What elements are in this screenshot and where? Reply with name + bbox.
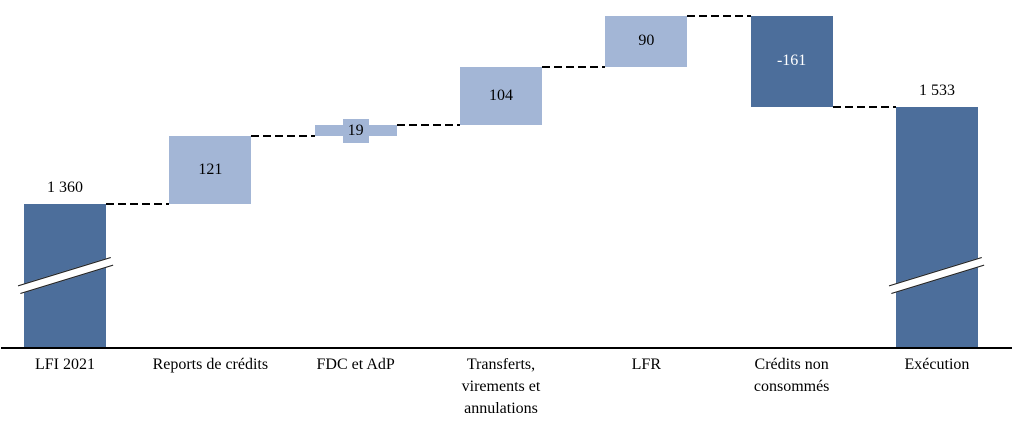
bar-value-label-execution: 1 533	[918, 81, 955, 99]
connector-dash-3	[541, 65, 606, 68]
category-label-credits-non-consommes: Crédits non consommés	[753, 356, 830, 395]
bar-transferts-virements-annulations	[459, 66, 542, 126]
category-label-lfi-2021: LFI 2021	[35, 356, 95, 373]
bar-value-label-credits-non-consommes: -161	[776, 52, 807, 70]
connector-dash-5	[832, 105, 896, 108]
bar-value-label-transferts-virements-annulations: 104	[488, 86, 513, 104]
bar-reports-de-credits	[169, 135, 252, 204]
category-label-transferts-virements-annulations: Transferts, virements et annulations	[461, 356, 541, 417]
category-label-execution: Exécution	[904, 356, 970, 373]
connector-dash-4	[687, 14, 751, 17]
bar-value-label-reports-de-credits: 121	[198, 160, 223, 178]
bar-execution	[895, 106, 978, 348]
category-label-reports-de-credits: Reports de crédits	[152, 356, 269, 373]
bar-value-label-lfr: 90	[638, 32, 655, 50]
bar-credits-non-consommes	[750, 15, 833, 107]
bar-value-label-lfi-2021: 1 360	[47, 179, 83, 196]
bar-lfr	[605, 15, 688, 67]
connector-dash-0	[106, 203, 170, 205]
category-label-lfr: LFR	[631, 356, 661, 373]
x-axis-line	[1, 347, 1012, 349]
category-label-fdc-et-adp: FDC et AdP	[316, 356, 395, 373]
bar-value-label-fdc-et-adp: 19	[342, 118, 369, 143]
connector-dash-1	[251, 134, 315, 137]
connector-dash-2	[396, 124, 460, 127]
